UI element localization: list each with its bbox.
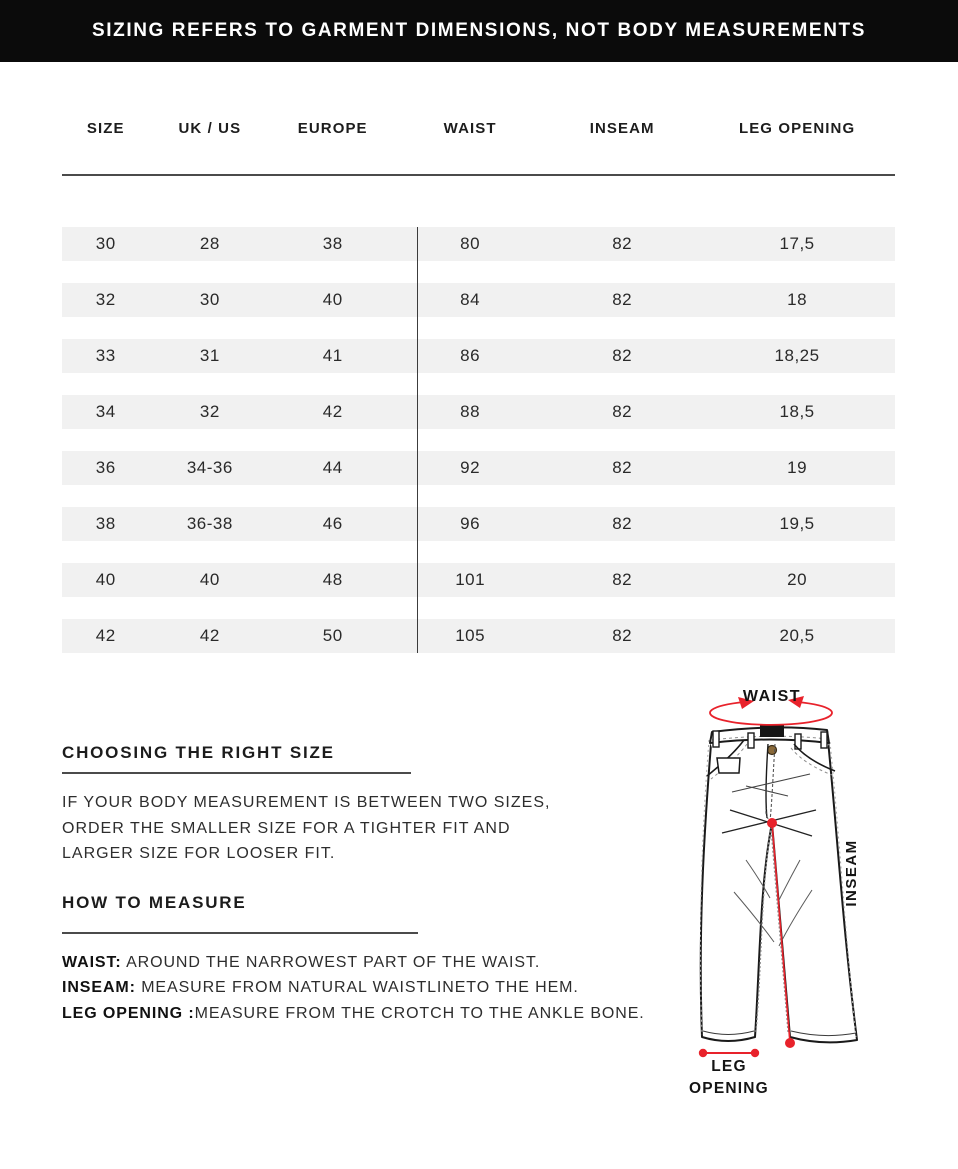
measure-inseam-line: INSEAM: MEASURE FROM NATURAL WAISTLINETO… [62, 975, 645, 1000]
brand-tag [760, 724, 784, 737]
waist-diagram-label: WAIST [742, 688, 802, 705]
jeans-illustration [698, 696, 858, 1058]
leg-opening-diagram-label: LEG OPENING [689, 1058, 769, 1097]
measure-inseam-label: INSEAM: [62, 979, 136, 997]
cell-europe: 40 [322, 290, 343, 309]
waist-arrow-right [788, 696, 804, 708]
cell-size: 36 [95, 458, 116, 477]
waist-measure-arc [709, 701, 833, 726]
measure-inseam-text: MEASURE FROM NATURAL WAISTLINETO THE HEM… [135, 979, 579, 997]
measure-waist-label: WAIST: [62, 954, 122, 971]
leg-opening-dot-right [750, 1048, 760, 1058]
inseam-diagram-label: INSEAM [843, 839, 860, 907]
cell-europe: 41 [322, 346, 343, 365]
cell-uk-us: 42 [199, 626, 220, 645]
cell-leg-opening: 20 [787, 570, 808, 589]
cell-europe: 38 [322, 234, 343, 253]
cell-leg-opening: 18 [787, 290, 808, 309]
measure-leg-opening-text: MEASURE FROM THE CROTCH TO THE ANKLE BON… [194, 1004, 645, 1022]
waist-arrow-left [738, 697, 754, 709]
cell-size: 40 [95, 570, 116, 589]
cell-leg-opening: 20,5 [779, 626, 815, 645]
leg-opening-dot-left [698, 1048, 708, 1058]
cell-waist: 96 [460, 514, 481, 533]
inseam-dot-top [767, 818, 777, 828]
table-row: 33 31 41 86 82 18,25 [62, 339, 895, 373]
choosing-size-text: IF YOUR BODY MEASUREMENT IS BETWEEN TWO … [62, 794, 551, 862]
cell-leg-opening: 17,5 [779, 234, 815, 253]
choosing-size-title: CHOOSING THE RIGHT SIZE [62, 743, 335, 762]
sizing-banner: SIZING REFERS TO GARMENT DIMENSIONS, NOT… [0, 0, 958, 62]
cell-leg-opening: 18,5 [779, 402, 815, 421]
cell-waist: 88 [460, 402, 481, 421]
jeans-measurement-diagram: WAIST INSEAM LEG OPENING [660, 680, 958, 1110]
header-uk-us: UK / US [178, 120, 242, 137]
table-row: 40 40 48 101 82 20 [62, 563, 895, 597]
cell-waist: 84 [460, 290, 481, 309]
cell-inseam: 82 [612, 570, 633, 589]
size-table-header: SIZE UK / US EUROPE WAIST INSEAM LEG OPE… [62, 92, 895, 176]
table-row: 32 30 40 84 82 18 [62, 283, 895, 317]
cell-uk-us: 34-36 [186, 458, 233, 477]
cell-inseam: 82 [612, 626, 633, 645]
header-leg-opening: LEG OPENING [738, 120, 856, 137]
cell-europe: 48 [322, 570, 343, 589]
cell-size: 33 [95, 346, 116, 365]
cell-inseam: 82 [612, 290, 633, 309]
cell-europe: 44 [322, 458, 343, 477]
cell-size: 38 [95, 514, 116, 533]
cell-size: 34 [95, 402, 116, 421]
cell-waist: 92 [460, 458, 481, 477]
how-to-measure-underline [62, 932, 418, 934]
table-row: 30 28 38 80 82 17,5 [62, 227, 895, 261]
how-to-measure-list: WAIST: AROUND THE NARROWEST PART OF THE … [62, 950, 645, 1026]
cell-size: 32 [95, 290, 116, 309]
cell-europe: 42 [322, 402, 343, 421]
size-table: SIZE UK / US EUROPE WAIST INSEAM LEG OPE… [62, 92, 895, 675]
measure-waist-line: WAIST: AROUND THE NARROWEST PART OF THE … [62, 950, 645, 975]
measure-leg-opening-line: LEG OPENING :MEASURE FROM THE CROTCH TO … [62, 1001, 645, 1026]
table-column-divider [417, 227, 418, 653]
cell-inseam: 82 [612, 458, 633, 477]
inseam-dot-bottom [785, 1038, 795, 1048]
banner-title: SIZING REFERS TO GARMENT DIMENSIONS, NOT… [91, 20, 867, 41]
cell-uk-us: 31 [199, 346, 220, 365]
cell-leg-opening: 19 [787, 458, 808, 477]
cell-size: 42 [95, 626, 116, 645]
cell-uk-us: 40 [199, 570, 220, 589]
cell-leg-opening: 18,25 [774, 346, 820, 365]
header-europe: EUROPE [297, 120, 368, 137]
cell-waist: 101 [455, 570, 486, 589]
cell-leg-opening: 19,5 [779, 514, 815, 533]
cell-europe: 50 [322, 626, 343, 645]
inseam-measure-line [771, 822, 791, 1044]
size-table-body: 30 28 38 80 82 17,5 32 30 40 84 82 18 33… [62, 176, 895, 653]
cell-inseam: 82 [612, 514, 633, 533]
cell-size: 30 [95, 234, 116, 253]
header-waist: WAIST [443, 120, 497, 137]
table-row: 38 36-38 46 96 82 19,5 [62, 507, 895, 541]
cell-uk-us: 30 [199, 290, 220, 309]
table-row: 42 42 50 105 82 20,5 [62, 619, 895, 653]
cell-inseam: 82 [612, 402, 633, 421]
header-size: SIZE [86, 120, 125, 137]
cell-waist: 80 [460, 234, 481, 253]
header-inseam: INSEAM [589, 120, 655, 137]
cell-inseam: 82 [612, 346, 633, 365]
cell-inseam: 82 [612, 234, 633, 253]
measure-waist-text: AROUND THE NARROWEST PART OF THE WAIST. [121, 954, 541, 971]
table-row: 36 34-36 44 92 82 19 [62, 451, 895, 485]
cell-uk-us: 28 [199, 234, 220, 253]
measure-leg-opening-label: LEG OPENING : [62, 1004, 195, 1022]
how-to-measure-title: HOW TO MEASURE [62, 893, 247, 912]
cell-waist: 86 [460, 346, 481, 365]
cell-waist: 105 [455, 626, 486, 645]
cell-uk-us: 36-38 [186, 514, 233, 533]
table-row: 34 32 42 88 82 18,5 [62, 395, 895, 429]
cell-europe: 46 [322, 514, 343, 533]
choosing-size-underline [62, 772, 411, 774]
cell-uk-us: 32 [199, 402, 220, 421]
